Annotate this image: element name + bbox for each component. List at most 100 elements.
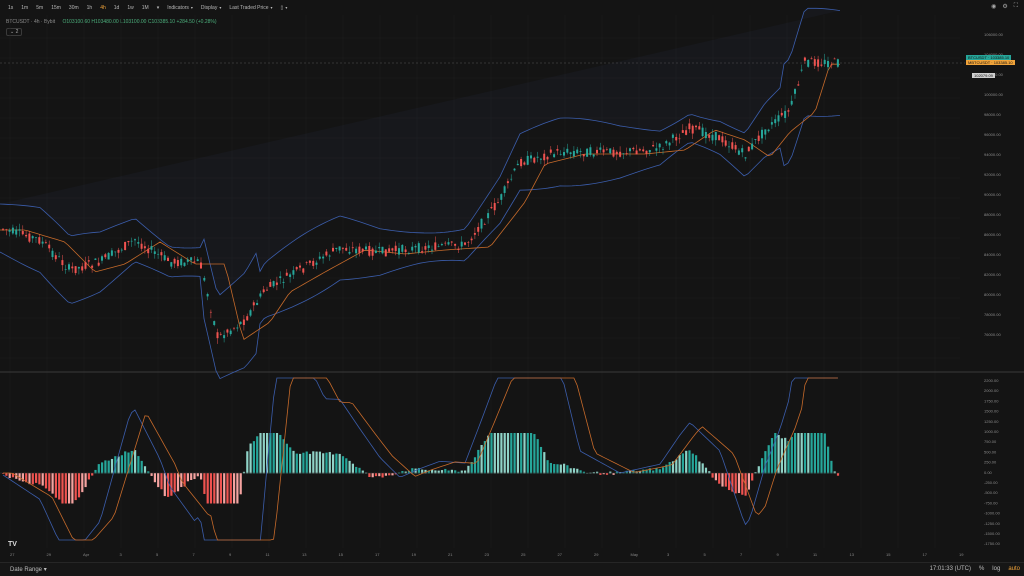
candle-body (625, 153, 628, 154)
candle-body (820, 64, 823, 66)
macd-histogram-bar (64, 473, 67, 504)
timeframe-1m[interactable]: 1m (21, 4, 29, 11)
candle-body (302, 268, 305, 273)
candle-body (318, 256, 321, 259)
candle-body (477, 226, 480, 232)
timeframe-1s[interactable]: 1s (8, 4, 14, 11)
indicators-button[interactable]: Indicators ▾ (167, 5, 193, 11)
candle-body (173, 258, 176, 264)
candle-body (130, 240, 133, 242)
collapse-indicators-button[interactable]: ⌄ 2 (6, 28, 23, 36)
candle-body (374, 250, 377, 253)
fullscreen-icon[interactable]: ⛶ (1013, 3, 1018, 9)
candle-body (68, 264, 70, 270)
macd-histogram-bar (572, 468, 576, 474)
macd-histogram-bar (800, 433, 803, 474)
candle-body (157, 253, 160, 255)
time-axis-label: 29 (47, 552, 52, 557)
osc-axis-label: 1500.00 (984, 409, 999, 414)
macd-histogram-bar (167, 473, 170, 497)
candle-body (15, 229, 18, 235)
percent-toggle[interactable]: % (978, 566, 985, 572)
candle-body (539, 158, 542, 160)
timeframe-4h[interactable]: 4h (100, 4, 106, 11)
macd-histogram-bar (648, 468, 651, 474)
candle-body (41, 241, 44, 244)
log-toggle[interactable]: log (992, 566, 1001, 572)
macd-histogram-bar (239, 473, 242, 495)
candle-body (764, 129, 767, 135)
timeframe-1M[interactable]: 1M (141, 4, 149, 11)
macd-histogram-bar (549, 462, 552, 474)
macd-histogram-bar (642, 469, 645, 474)
candle-body (827, 60, 829, 68)
timeframe-1d[interactable]: 1d (113, 4, 120, 11)
macd-histogram-bar (506, 433, 510, 474)
candle-body (269, 281, 272, 287)
clock-display: 17:01:33 (UTC) (929, 566, 971, 572)
candle-body (31, 236, 34, 239)
osc-axis-label: 1000.00 (984, 429, 999, 434)
candle-body (120, 249, 123, 251)
candle-body (431, 249, 433, 251)
macd-histogram-bar (256, 436, 259, 474)
candle-body (117, 249, 120, 253)
macd-histogram-bar (460, 470, 463, 474)
macd-histogram-bar (665, 464, 668, 474)
chevron-down-icon: ▾ (43, 567, 47, 573)
macd-histogram-bar (312, 451, 315, 474)
timeframe-1h[interactable]: 1h (86, 4, 93, 11)
macd-histogram-bar (728, 473, 731, 491)
timeframe-5m[interactable]: 5m (36, 4, 44, 11)
candle-body (510, 178, 513, 180)
timeframe-15m[interactable]: 15m (51, 4, 61, 11)
macd-histogram-bar (226, 473, 229, 504)
chevron-down-icon: ▾ (219, 4, 222, 10)
macd-histogram-bar (530, 433, 533, 474)
candle-body (28, 233, 31, 242)
candle-body (355, 248, 358, 254)
timeframe-1w[interactable]: 1w (127, 4, 134, 11)
candle-body (741, 148, 744, 153)
ohlc-values: O103100.60 H103480.00 L103100.00 C103385… (62, 19, 217, 25)
candle-body (35, 237, 37, 238)
macd-histogram-bar (407, 470, 411, 474)
macd-histogram-bar (480, 444, 483, 474)
date-range-button[interactable]: Date Range ▾ (10, 566, 47, 573)
macd-histogram-bar (553, 464, 556, 474)
candle-body (457, 248, 460, 250)
candle-body (38, 237, 41, 244)
layout-button[interactable]: ▯ ▾ (281, 5, 288, 11)
time-axis-label: 25 (521, 552, 526, 557)
macd-histogram-bar (124, 451, 127, 474)
timeframe-group: 1s 1m 5m 15m 30m 1h 4h 1d 1w 1M (0, 5, 149, 11)
timeframe-30m[interactable]: 30m (68, 4, 79, 11)
more-timeframes-caret[interactable]: ▾ (156, 4, 160, 11)
time-axis-label: 21 (448, 552, 453, 557)
auto-scale-toggle[interactable]: auto (1008, 566, 1020, 572)
macd-histogram-bar (777, 435, 780, 474)
osc-axis-label: 1750.00 (984, 398, 999, 403)
candle-body (94, 258, 97, 260)
candle-body (450, 241, 453, 243)
candle-body (266, 289, 268, 291)
candle-body (658, 143, 661, 148)
macd-histogram-bar (302, 452, 305, 474)
candle-body (566, 148, 569, 153)
candle-body (170, 262, 173, 267)
indicators-label: Indicators (167, 4, 189, 11)
candle-body (91, 265, 94, 268)
gear-icon[interactable]: ⚙ (1002, 4, 1008, 10)
candle-body (200, 262, 202, 269)
display-button[interactable]: Display ▾ (201, 5, 221, 11)
candle-body (619, 151, 622, 157)
macd-histogram-bar (464, 470, 467, 474)
candle-body (153, 251, 156, 254)
macd-histogram-bar (569, 468, 572, 474)
camera-icon[interactable]: ◉ (991, 4, 997, 10)
price-mode-button[interactable]: Last Traded Price ▾ (229, 5, 272, 11)
macd-histogram-bar (84, 473, 87, 488)
price-axis-label: 90000.00 (984, 192, 1001, 197)
candle-body (652, 145, 655, 147)
chart-canvas[interactable]: 106000.00104000.00102000.00100000.009800… (0, 0, 1024, 562)
